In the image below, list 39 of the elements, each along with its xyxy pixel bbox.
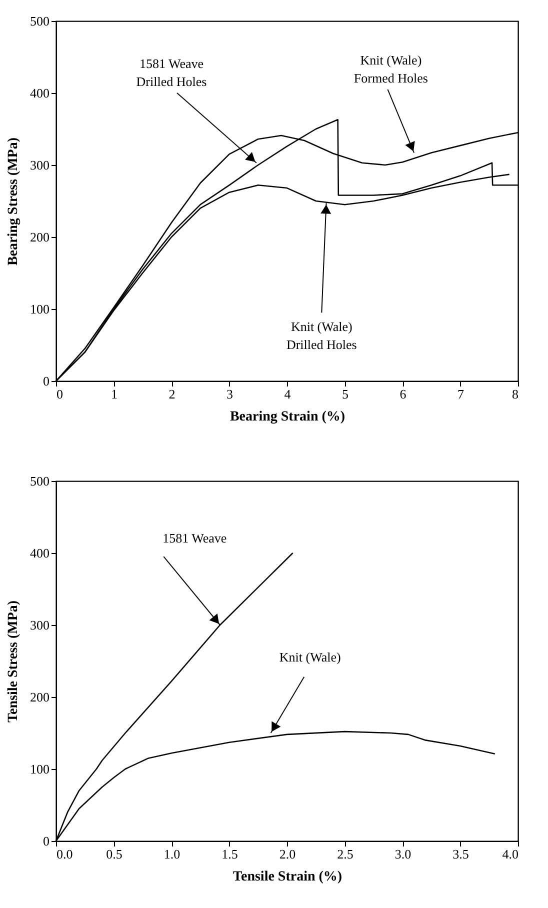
x-tick-label: 1.0 — [164, 846, 180, 862]
x-tick-label: 4.0 — [502, 846, 518, 862]
annotation: Knit (Wale) Drilled Holes — [286, 319, 357, 352]
x-axis-title: Bearing Strain (%) — [230, 410, 346, 424]
x-tick-label: 3.5 — [452, 846, 469, 862]
x-tick-label: 3.0 — [394, 846, 412, 862]
x-tick-label: 1.5 — [222, 846, 238, 862]
x-tick-label: 7 — [458, 386, 464, 402]
y-tick-label: 300 — [30, 158, 50, 172]
y-tick-label: 100 — [30, 302, 50, 316]
y-tick-label: 400 — [30, 546, 50, 560]
x-tick-label: 2.5 — [337, 846, 354, 862]
y-tick-label: 400 — [30, 86, 50, 100]
x-tick-label: 6 — [400, 386, 407, 402]
y-tick-label: 200 — [30, 230, 50, 244]
y-tick-label: 500 — [30, 14, 50, 28]
y-tick-label: 0 — [43, 834, 50, 848]
x-tick-label: 0 — [56, 386, 63, 402]
annotation: Knit (Wale) Formed Holes — [354, 52, 428, 86]
x-tick-label: 4 — [284, 386, 292, 402]
x-tick-label: 2 — [168, 386, 176, 402]
x-tick-label: 3 — [226, 386, 233, 402]
y-tick-label: 500 — [30, 474, 50, 488]
x-tick-label: 8 — [512, 386, 518, 402]
x-tick-label: 1 — [111, 386, 118, 402]
y-tick-label: 300 — [30, 618, 50, 632]
y-tick-label: 200 — [30, 690, 50, 704]
x-tick-label: 0.0 — [56, 846, 73, 862]
annotation: 1581 Weave Drilled Holes — [136, 56, 207, 90]
y-axis-title: Tensile Stress (MPa) — [6, 600, 21, 723]
annotation: 1581 Weave — [162, 530, 227, 546]
x-axis-title: Tensile Strain (%) — [232, 870, 342, 884]
x-tick-label: 0.5 — [106, 846, 122, 862]
x-tick-label: 5 — [342, 386, 348, 402]
y-axis-title: Bearing Stress (MPa) — [6, 137, 21, 266]
y-tick-label: 0 — [43, 374, 50, 388]
x-tick-label: 2.0 — [279, 846, 296, 862]
y-tick-label: 100 — [30, 762, 50, 776]
annotation: Knit (Wale) — [279, 649, 341, 664]
